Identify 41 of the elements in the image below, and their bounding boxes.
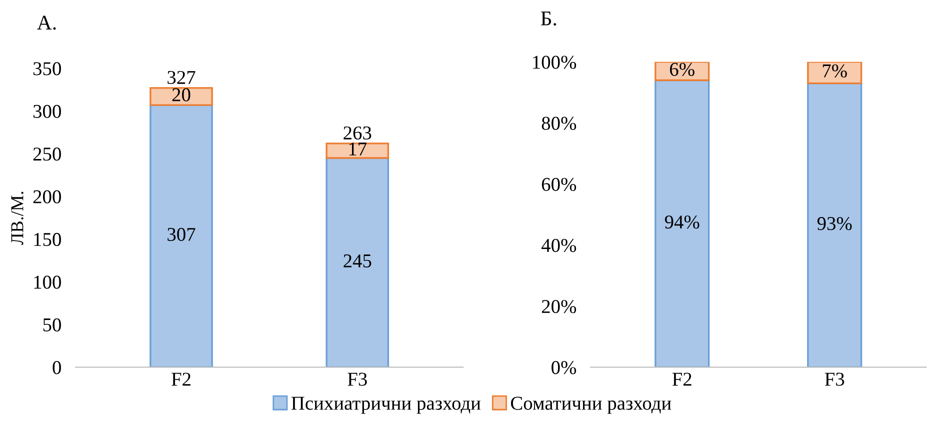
bar <box>326 142 390 159</box>
total-label: 327 <box>168 70 196 84</box>
y-tick-label: 350 <box>33 62 61 76</box>
bar <box>326 157 390 368</box>
y-tick-label: 20% <box>542 300 576 314</box>
y-tick-label: 80% <box>542 116 576 130</box>
y-tick-label: 250 <box>33 148 61 161</box>
total-label: 263 <box>344 126 372 140</box>
y-tick-label: 0% <box>552 361 576 374</box>
bar <box>654 62 710 82</box>
data-label: 307 <box>168 228 196 241</box>
x-tick-label: F3 <box>348 372 367 386</box>
data-label: 245 <box>344 254 372 268</box>
y-tick-label: 100% <box>533 56 576 69</box>
data-label: 7% <box>822 64 847 78</box>
chart-title: Б. <box>540 12 556 26</box>
legend-label: Соматични разходи <box>510 396 672 414</box>
bar <box>807 82 862 368</box>
bar <box>654 79 710 368</box>
y-tick-label: 300 <box>33 104 61 118</box>
bar <box>150 87 213 106</box>
y-tick-label: 150 <box>34 232 61 246</box>
y-tick-label: 50 <box>43 318 61 332</box>
y-tick-label: 40% <box>541 238 576 252</box>
y-tick-label: 100 <box>34 276 61 289</box>
legend-label: Психиатрични разходи <box>291 396 481 414</box>
y-tick-label: 200 <box>33 190 61 204</box>
chart-title: А. <box>37 16 56 30</box>
data-label: 20 <box>172 88 190 102</box>
y-tick-label: 60% <box>542 178 576 192</box>
x-tick-label: F2 <box>172 372 190 386</box>
data-label: 94% <box>664 215 700 229</box>
data-label: 17 <box>349 142 367 156</box>
y-axis-title: ЛВ./М. <box>11 192 24 245</box>
bar <box>150 104 213 368</box>
x-tick-label: F3 <box>824 372 844 386</box>
x-tick-label: F2 <box>672 372 692 386</box>
bar <box>807 62 862 84</box>
data-label: 6% <box>670 62 694 76</box>
y-tick-label: 0 <box>52 361 61 374</box>
data-label: 93% <box>817 217 852 230</box>
